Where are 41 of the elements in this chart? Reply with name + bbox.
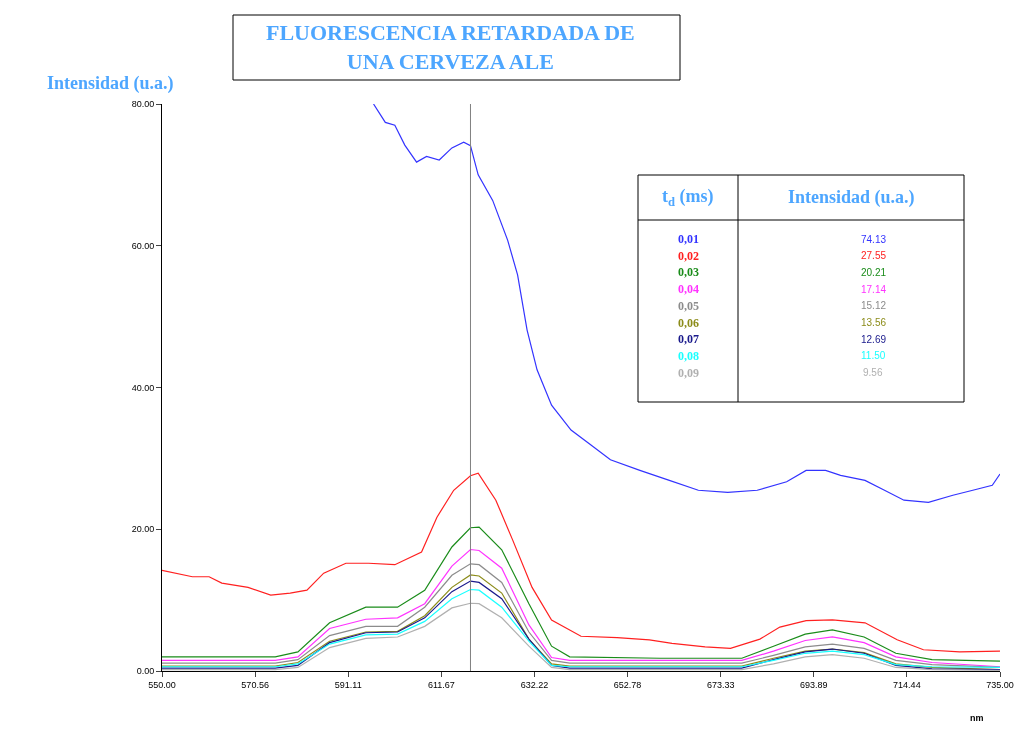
annotation: 20.21	[861, 267, 887, 278]
x-tick-label: 693.89	[800, 679, 828, 690]
y-tick-label: 60.00	[131, 240, 155, 251]
y-axis-title: Intensidad (u.a.)	[47, 73, 174, 94]
annotation: 15.12	[861, 300, 887, 311]
y-tick-label: 40.00	[131, 382, 155, 393]
y-tick-label: 0.00	[136, 666, 155, 677]
x-tick-label: 735.00	[986, 679, 1014, 690]
x-tick-label: 632.22	[520, 679, 549, 690]
annotation: 27.55	[861, 250, 887, 261]
annotation: 74.13	[861, 234, 887, 245]
x-tick-label: 673.33	[706, 679, 735, 690]
x-tick-label: 591.11	[334, 679, 362, 690]
x-tick-label: 714.44	[893, 679, 921, 690]
y-tick-label: 80.00	[131, 99, 155, 110]
annotation: 13.56	[861, 317, 887, 328]
chart-title: FLUORESCENCIA RETARDADA DE UNA CERVEZA ALE	[266, 20, 635, 74]
x-tick-label: 550.00	[148, 679, 176, 690]
line-series	[372, 104, 1000, 503]
annotation: t$_{d}$ (ms)	[662, 186, 714, 209]
text: 0,02	[678, 249, 699, 263]
x-axis-title: nm	[970, 713, 984, 723]
text: 0,05	[678, 299, 699, 313]
x-tick-label: 611.67	[427, 679, 455, 690]
line-series	[162, 472, 1000, 653]
annotation: 17.14	[861, 284, 887, 295]
annotation: Intensidad (u.a.)	[788, 187, 915, 208]
text: 0,06	[678, 316, 699, 330]
line-series	[162, 526, 1000, 662]
y-tick-label: 20.00	[131, 524, 155, 535]
annotation: 9.56	[863, 367, 883, 378]
annotation: 11.50	[861, 350, 886, 361]
text: 0,07	[678, 332, 699, 346]
text: 0,01	[678, 232, 699, 246]
text: 0,08	[678, 349, 699, 363]
text: 0,04	[678, 282, 699, 296]
text: 0,09	[678, 366, 699, 380]
x-tick-label: 570.56	[241, 679, 269, 690]
text: 0,03	[678, 265, 699, 279]
annotation: 12.69	[861, 334, 887, 345]
x-tick-label: 652.78	[613, 679, 642, 690]
